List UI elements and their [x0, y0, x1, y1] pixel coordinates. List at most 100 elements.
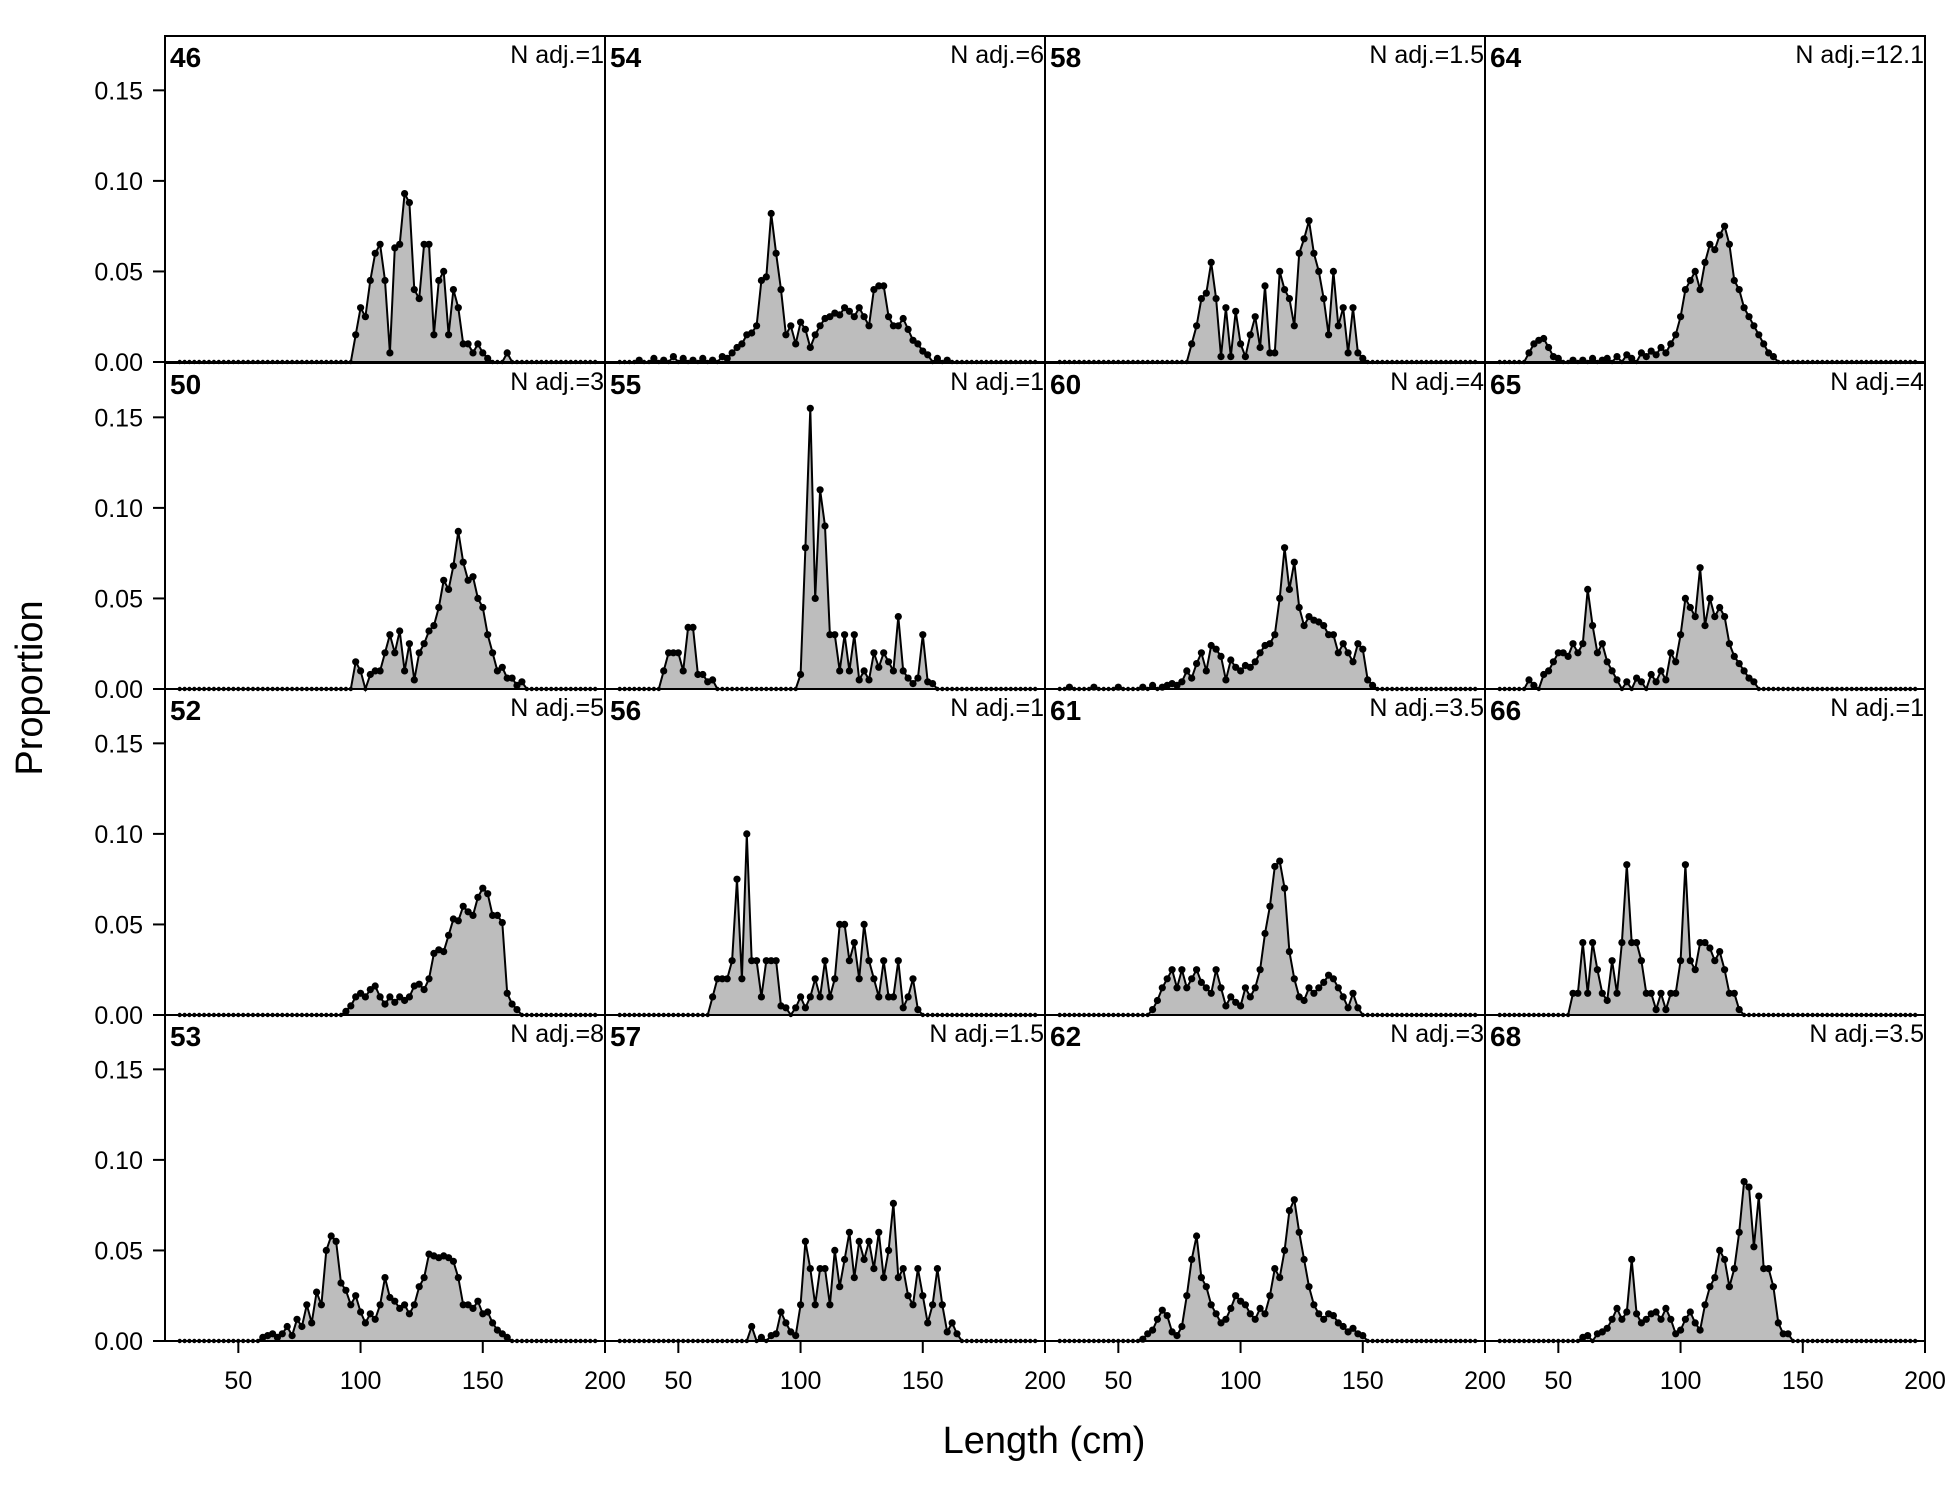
point — [1613, 353, 1621, 361]
point — [1285, 948, 1293, 956]
point — [792, 1004, 800, 1012]
point — [1237, 340, 1245, 348]
point — [1603, 658, 1611, 666]
point — [1183, 1292, 1191, 1300]
y-tick-label: 0.10 — [94, 1147, 143, 1175]
point — [1202, 1283, 1210, 1291]
point — [479, 884, 487, 892]
point — [850, 631, 858, 639]
point — [376, 1301, 384, 1309]
point — [1227, 656, 1235, 664]
point — [493, 911, 501, 920]
point — [1545, 667, 1553, 675]
y-tick-label: 0.15 — [94, 730, 143, 758]
point — [1178, 966, 1186, 974]
point — [1696, 1326, 1704, 1334]
panel-label: 53 — [170, 1021, 201, 1052]
point — [445, 931, 453, 939]
point — [811, 975, 819, 983]
point — [860, 667, 868, 675]
point — [1730, 652, 1738, 661]
point — [1652, 1308, 1660, 1316]
point — [1197, 649, 1205, 657]
panel-frame — [1044, 1014, 1486, 1342]
point — [1745, 1183, 1753, 1191]
point — [1290, 1196, 1298, 1204]
point — [1339, 640, 1347, 648]
point — [1281, 1246, 1289, 1254]
area-65 — [1499, 567, 1916, 689]
point — [885, 313, 893, 321]
point — [841, 1255, 849, 1264]
x-tick-label: 100 — [1660, 1367, 1702, 1395]
point — [1276, 594, 1284, 603]
point — [1662, 676, 1670, 684]
point — [1633, 939, 1641, 947]
panel-60: 60 N adj.=4 — [1044, 362, 1486, 692]
n-adj-label: N adj.=1.5 — [929, 1020, 1044, 1048]
point — [899, 667, 907, 675]
y-tick-label: 0.15 — [94, 1056, 143, 1084]
point — [1677, 631, 1685, 639]
point — [347, 1301, 355, 1309]
point — [831, 975, 839, 983]
point — [503, 989, 511, 997]
point — [469, 911, 477, 920]
point — [1730, 989, 1738, 997]
x-tick-label: 150 — [1782, 1367, 1824, 1395]
n-adj-label: N adj.=6 — [950, 41, 1044, 69]
point — [1608, 957, 1616, 965]
point — [1706, 1283, 1714, 1291]
point — [1261, 282, 1269, 290]
point — [1750, 1243, 1758, 1251]
n-adj-label: N adj.=1.5 — [1369, 41, 1484, 69]
point — [1295, 603, 1303, 612]
point — [1349, 658, 1357, 666]
panel-label: 60 — [1050, 369, 1081, 400]
point — [352, 658, 360, 666]
y-tick-label: 0.10 — [94, 495, 143, 523]
point — [1603, 996, 1611, 1005]
panel-frame — [164, 362, 606, 690]
point — [855, 304, 863, 312]
point — [396, 240, 404, 248]
point — [1222, 304, 1230, 312]
point — [748, 329, 756, 337]
point — [777, 286, 785, 294]
point — [1212, 295, 1220, 303]
point — [1202, 289, 1210, 297]
point — [1256, 966, 1264, 974]
point — [855, 1237, 863, 1245]
point — [420, 1274, 428, 1282]
point — [899, 1004, 907, 1012]
point — [1735, 1228, 1743, 1236]
point — [322, 1246, 330, 1254]
point — [1281, 884, 1289, 892]
n-adj-label: N adj.=1 — [950, 694, 1044, 722]
point — [880, 282, 888, 290]
point — [1227, 993, 1235, 1001]
point — [1696, 564, 1704, 572]
point — [1711, 613, 1719, 621]
point — [650, 354, 658, 362]
point — [1554, 354, 1562, 362]
point — [1173, 1332, 1181, 1340]
point — [845, 957, 854, 965]
point — [914, 1265, 922, 1273]
point — [1681, 861, 1689, 869]
panel-label: 62 — [1050, 1021, 1081, 1052]
point — [836, 667, 844, 675]
point — [875, 1228, 883, 1236]
point — [1334, 649, 1342, 657]
point — [1354, 1004, 1362, 1012]
point — [1320, 295, 1328, 303]
point — [1232, 307, 1240, 315]
point — [929, 1301, 937, 1309]
point — [1207, 989, 1215, 997]
point — [797, 318, 805, 326]
point — [782, 1319, 790, 1327]
point — [1344, 1004, 1352, 1012]
point — [1300, 622, 1308, 630]
point — [1735, 660, 1743, 668]
point — [1266, 1292, 1274, 1300]
